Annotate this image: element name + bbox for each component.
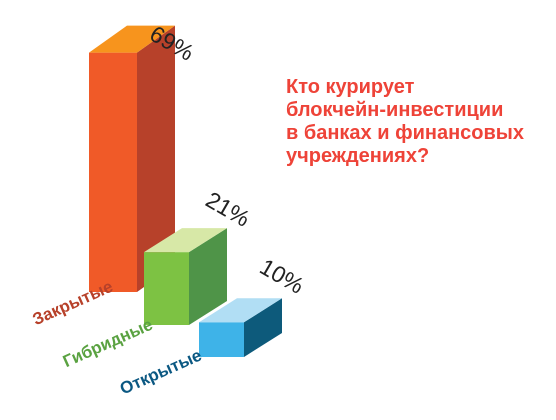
chart-title-line: в банках и финансовых: [286, 122, 524, 144]
category-label: Закрытые: [30, 277, 116, 329]
bar-top-face: [89, 25, 175, 53]
bar: [199, 298, 282, 357]
bar-front-face: [144, 252, 189, 325]
value-label: 21%: [202, 186, 255, 232]
bar-front-face: [199, 322, 244, 357]
category-label: Открытые: [117, 346, 204, 399]
bars-group: [89, 25, 282, 357]
bar-side-face: [244, 298, 282, 357]
bar: [144, 228, 227, 325]
bar-side-face: [189, 228, 227, 325]
chart-title-line: блокчейн-инвестиции: [286, 99, 504, 121]
value-label: 10%: [256, 253, 309, 299]
bar-front-face: [89, 52, 137, 292]
category-label: Гибридные: [60, 315, 155, 371]
chart-title-line: Кто курирует: [286, 76, 415, 98]
chart-title-line: учреждениях?: [286, 145, 430, 167]
chart-title: Кто курирует блокчейн-инвестиции в банка…: [286, 76, 548, 168]
bar-top-face: [144, 228, 227, 253]
bar-top-face: [199, 298, 282, 323]
bar-side-face: [137, 25, 175, 292]
bar: [89, 25, 175, 292]
